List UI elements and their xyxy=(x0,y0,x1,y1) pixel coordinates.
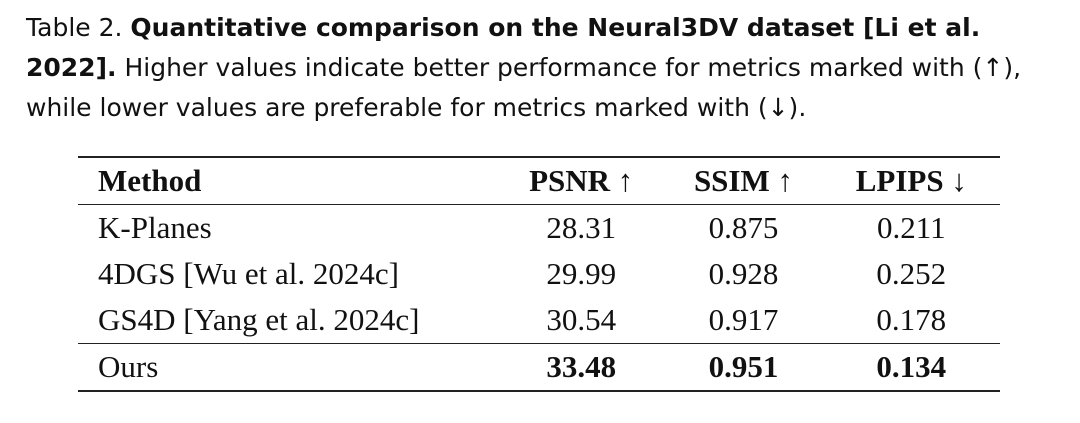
metric-cell: 0.211 xyxy=(876,210,946,245)
caption-label: Table 2. xyxy=(26,13,123,42)
metric-cell: 33.48 xyxy=(546,349,617,384)
caption: Table 2. Quantitative comparison on the … xyxy=(26,8,1066,128)
metric-cell: 0.951 xyxy=(708,349,779,384)
metric-cell: 0.928 xyxy=(708,256,779,291)
metric-cell: 0.178 xyxy=(876,302,947,337)
metric-cell: 0.252 xyxy=(876,256,947,291)
metric-cell: 0.917 xyxy=(708,302,779,337)
method-cell: 4DGS [Wu et al. 2024c] xyxy=(98,256,399,291)
caption-title: Quantitative comparison on the Neural3DV… xyxy=(26,13,981,82)
header-row: Method PSNR ↑ SSIM ↑ LPIPS ↓ xyxy=(78,157,1000,205)
results-table: Method PSNR ↑ SSIM ↑ LPIPS ↓ K-Planes 28.31 0… xyxy=(78,156,1000,392)
header-cell: PSNR ↑ xyxy=(529,163,634,198)
metric-cell: 30.54 xyxy=(546,302,617,337)
header-cell: LPIPS ↓ xyxy=(855,163,967,198)
metric-cell: 0.134 xyxy=(876,349,947,384)
table-row: K-Planes 28.31 0.875 0.211 xyxy=(78,205,1000,252)
method-cell: GS4D [Yang et al. 2024c] xyxy=(98,302,420,337)
table-row: 4DGS [Wu et al. 2024c] 29.99 0.928 0.252 xyxy=(78,251,1000,297)
table-row: GS4D [Yang et al. 2024c] 30.54 0.917 0.178 xyxy=(78,297,1000,344)
metric-cell: 0.875 xyxy=(708,210,779,245)
header-cell: Method xyxy=(98,163,202,198)
metric-cell: 29.99 xyxy=(546,256,617,291)
table-body: K-Planes 28.31 0.875 0.211 4DGS [Wu et al. 2… xyxy=(78,205,1000,391)
method-cell: Ours xyxy=(98,349,159,384)
method-cell: K-Planes xyxy=(98,210,212,245)
table-row: Ours 33.48 0.951 0.134 xyxy=(78,343,1000,391)
metric-cell: 28.31 xyxy=(546,210,617,245)
header-cell: SSIM ↑ xyxy=(693,163,793,198)
caption-text: Higher values indicate better performanc… xyxy=(26,53,1022,122)
